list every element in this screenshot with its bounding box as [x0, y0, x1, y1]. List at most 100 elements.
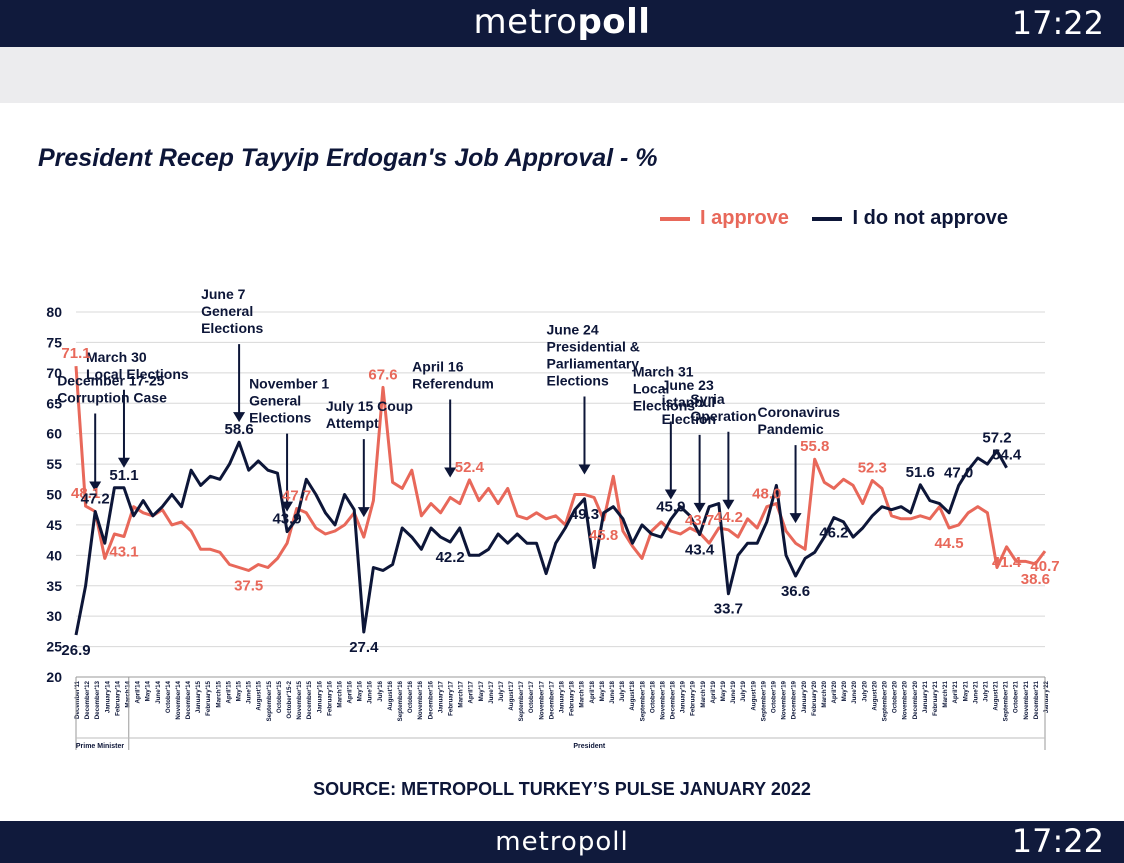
event-arrow-head — [578, 464, 591, 475]
brand-footer: metropoll — [495, 827, 629, 857]
x-tick-label: November'16 — [417, 680, 424, 719]
disapprove-data-label: 47.0 — [944, 464, 973, 481]
x-tick-label: December'13 — [94, 680, 101, 719]
disapprove-data-label: 47.2 — [81, 491, 110, 508]
x-tick-label: January'17 — [437, 680, 444, 713]
disapprove-data-label: 43.4 — [685, 542, 715, 559]
x-tick-label: August'18 — [629, 680, 636, 710]
x-tick-label: September'18 — [639, 680, 646, 721]
clock-top: 17:22 — [1011, 4, 1104, 42]
x-tick-label: December'15 — [306, 680, 313, 719]
x-tick-label: October'15-2 — [286, 680, 293, 718]
x-tick-label: July'16 — [377, 680, 384, 701]
x-tick-label: May'16 — [357, 680, 364, 701]
y-tick-label: 80 — [46, 304, 62, 320]
chart-title: President Recep Tayyip Erdogan's Job App… — [38, 144, 658, 172]
x-tick-label: August'21 — [993, 680, 1000, 710]
event-annotation-text: Local Elections — [86, 366, 189, 382]
x-tick-label: November'20 — [902, 680, 909, 719]
legend-swatch-approve — [660, 216, 690, 221]
x-tick-label: June'17 — [488, 680, 495, 703]
event-arrow-head — [722, 499, 735, 510]
event-annotation-text: Attempt — [326, 415, 379, 431]
x-tick-label: May'15 — [236, 680, 243, 701]
x-tick-label: December'19 — [791, 680, 798, 719]
event-annotation-text: Referendum — [412, 376, 494, 392]
x-tick-label: February'19 — [690, 680, 697, 715]
x-tick-label: November'21 — [1023, 680, 1030, 719]
x-tick-label: December'16 — [427, 680, 434, 719]
x-tick-label: July'17 — [498, 680, 505, 701]
event-arrow-head — [233, 412, 246, 423]
x-tick-label: December'11 — [74, 680, 81, 718]
x-tick-label: April'21 — [952, 680, 959, 703]
x-tick-label: October'16 — [407, 680, 414, 713]
x-tick-label: November'14 — [175, 680, 182, 719]
x-tick-label: May'21 — [962, 680, 969, 701]
event-annotation-text: General — [201, 303, 253, 319]
event-annotation-text: Parliamentary — [546, 356, 639, 372]
event-annotation-text: April 16 — [412, 359, 464, 375]
chart-legend: I approve I do not approve — [660, 207, 1026, 230]
x-tick-label: June'19 — [730, 680, 737, 703]
x-tick-label: July'21 — [982, 680, 989, 701]
x-tick-label: August'16 — [387, 680, 394, 710]
x-tick-label: October'19 — [770, 680, 777, 713]
x-tick-label: August'17 — [508, 680, 515, 710]
x-tick-label: March'21 — [942, 680, 949, 707]
approve-data-label: 44.5 — [934, 535, 963, 552]
approve-data-label: 43.1 — [109, 543, 138, 560]
x-tick-label: November'18 — [659, 680, 666, 719]
x-tick-label: August'20 — [871, 680, 878, 710]
approve-data-label: 52.4 — [455, 459, 485, 476]
approve-data-label: 44.2 — [714, 509, 743, 526]
approve-data-label: 41.4 — [992, 554, 1022, 571]
disapprove-data-label: 51.1 — [109, 467, 138, 484]
x-tick-label: March'16 — [336, 680, 343, 707]
clock-bottom: 17:22 — [1011, 822, 1104, 860]
event-annotation-text: July 15 Coup — [326, 398, 413, 414]
event-annotation-text: Pandemic — [758, 421, 824, 437]
event-arrow-head — [281, 501, 294, 512]
x-tick-label: February'16 — [326, 680, 333, 715]
x-tick-label: January'20 — [801, 680, 808, 713]
disapprove-data-label: 42.2 — [436, 549, 465, 566]
x-tick-label: January'22 — [1043, 680, 1050, 713]
x-tick-label: September'15 — [266, 680, 273, 721]
approve-data-label: 43.7 — [685, 512, 714, 529]
event-annotation-text: June 23 — [662, 377, 714, 393]
disapprove-data-label: 58.6 — [224, 421, 253, 438]
period-label: Prime Minister — [76, 743, 125, 750]
x-tick-label: December'14 — [185, 680, 192, 719]
event-annotation-text: Syria — [690, 391, 724, 407]
x-tick-label: August'19 — [750, 680, 757, 710]
legend-item-disapprove: I do not approve — [812, 207, 1008, 230]
x-tick-label: December'21 — [1033, 680, 1040, 719]
event-annotation-text: March 30 — [86, 349, 147, 365]
x-tick-label: November'17 — [538, 680, 545, 719]
x-tick-label: September'16 — [397, 680, 404, 721]
disapprove-data-label: 46.2 — [819, 525, 848, 542]
x-tick-label: October'18 — [649, 680, 656, 713]
disapprove-data-label: 45.9 — [656, 498, 685, 515]
x-tick-label: January'16 — [316, 680, 323, 713]
x-tick-label: October'20 — [892, 680, 899, 713]
x-tick-label: May'18 — [599, 680, 606, 701]
x-tick-label: April'14 — [135, 680, 142, 703]
approve-data-label: 40.7 — [1030, 558, 1059, 575]
x-tick-label: September'21 — [1003, 680, 1010, 721]
approve-data-label: 38.6 — [1021, 571, 1050, 588]
approve-data-label: 52.3 — [858, 460, 887, 477]
brand-logo: metropoll — [473, 2, 651, 42]
y-tick-label: 70 — [46, 365, 62, 381]
event-arrow-head — [117, 457, 130, 468]
event-annotation-text: December 17-25 — [57, 373, 165, 389]
y-tick-label: 45 — [46, 517, 62, 533]
x-tick-label: January'19 — [680, 680, 687, 713]
x-tick-label: April'20 — [831, 680, 838, 703]
approve-data-label: 67.6 — [368, 366, 397, 383]
bottom-bar: metropoll 17:22 — [0, 821, 1124, 863]
x-tick-label: October'17 — [528, 680, 535, 713]
x-tick-label: June'18 — [609, 680, 616, 703]
x-tick-label: January'18 — [559, 680, 566, 713]
